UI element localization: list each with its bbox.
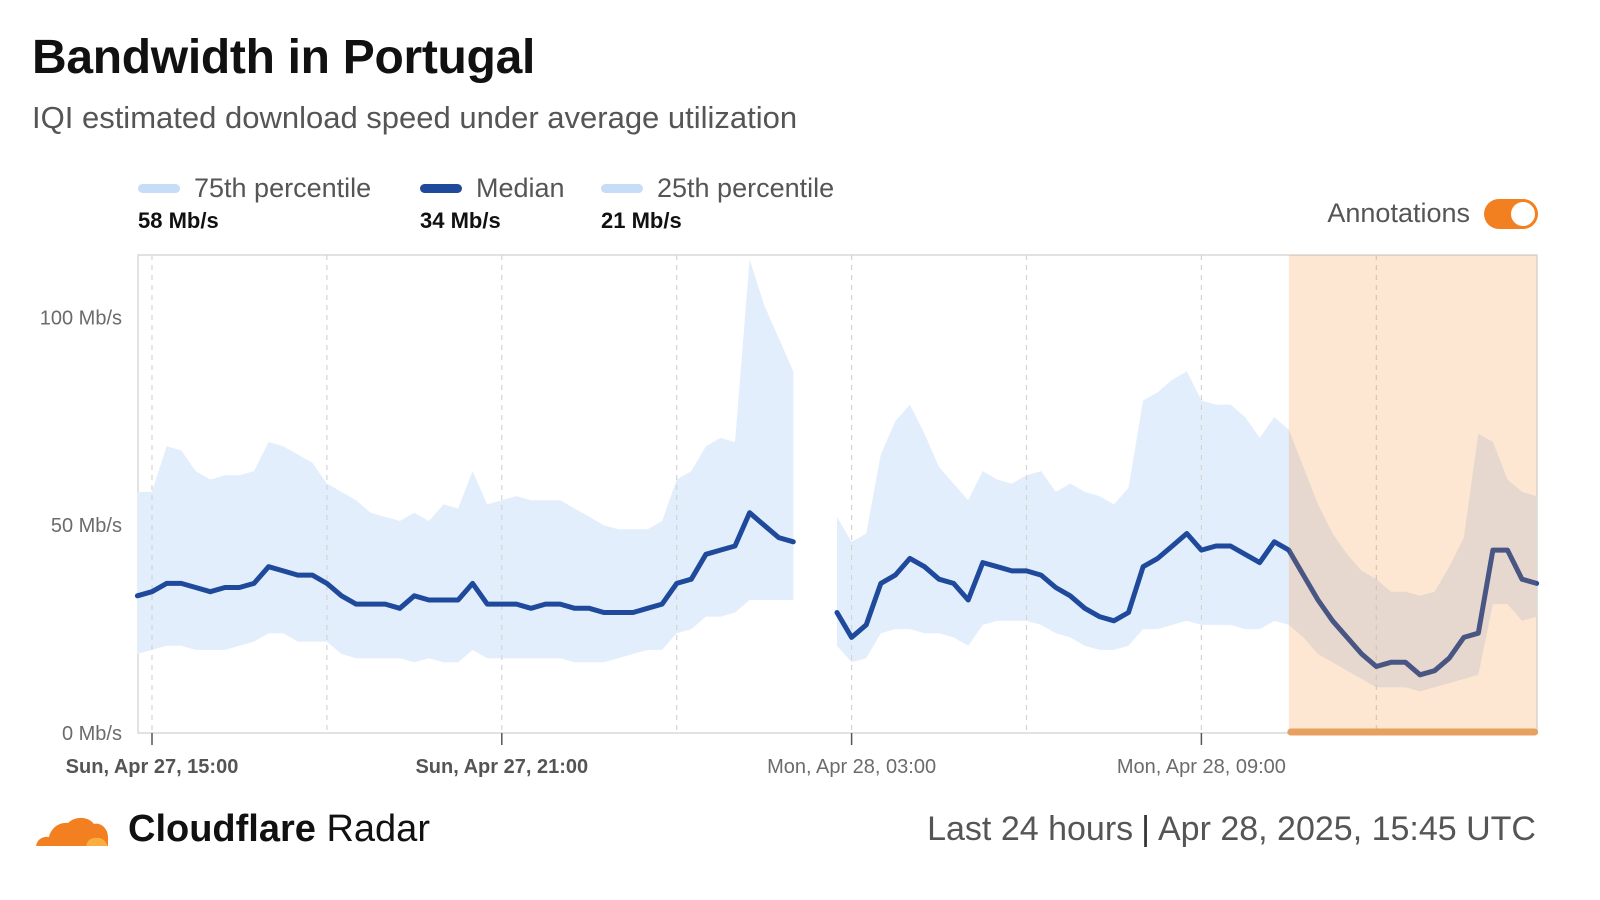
bandwidth-chart: 0 Mb/s 50 Mb/s 100 Mb/s Sun, Apr 27, 15:00 S… [40, 254, 1540, 778]
x-tick-label: Mon, Apr 28, 09:00 [1117, 756, 1286, 778]
brand-name: Cloudflare Radar [128, 808, 430, 850]
annotation-region [1288, 255, 1537, 733]
page-title: Bandwidth in Portugal [32, 31, 535, 84]
toggle-knob [1511, 201, 1535, 226]
legend-swatch-25th [601, 183, 643, 193]
y-tick-label: 100 Mb/s [40, 307, 122, 329]
legend-value: 58 Mb/s [138, 208, 219, 233]
legend-label: 25th percentile [657, 172, 835, 203]
legend-item-75th-percentile[interactable]: 75th percentile 58 Mb/s [138, 172, 371, 234]
annotations-label: Annotations [1327, 198, 1470, 228]
legend-item-median[interactable]: Median 34 Mb/s [420, 172, 565, 234]
median-line [134, 510, 796, 615]
legend-label: 75th percentile [194, 172, 372, 203]
x-tick-label: Sun, Apr 27, 15:00 [66, 756, 239, 778]
annotations-control: Annotations [1327, 198, 1538, 229]
legend-swatch-median [420, 183, 462, 193]
brand: Cloudflare Radar [30, 808, 430, 851]
cloudflare-logo-icon [30, 817, 112, 850]
legend-item-25th-percentile[interactable]: 25th percentile 21 Mb/s [601, 172, 834, 234]
percentile-band [137, 259, 794, 663]
timestamp: Apr 28, 2025, 15:45 UTC [1157, 810, 1536, 848]
legend-label: Median [476, 172, 565, 203]
time-range: Last 24 hours [927, 810, 1134, 848]
page-subtitle: IQI estimated download speed under avera… [32, 100, 798, 135]
y-tick-label: 50 Mb/s [51, 515, 122, 537]
separator: | [1141, 810, 1150, 848]
legend-swatch-75th [138, 183, 180, 193]
time-range-info: Last 24 hours | Apr 28, 2025, 15:45 UTC [927, 810, 1536, 849]
y-tick-label: 0 Mb/s [62, 723, 122, 745]
annotations-toggle[interactable] [1484, 198, 1538, 229]
x-tick-label: Sun, Apr 27, 21:00 [415, 756, 588, 778]
median-line [834, 531, 1540, 678]
legend-value: 21 Mb/s [601, 208, 682, 233]
x-tick-label: Mon, Apr 28, 03:00 [767, 756, 936, 778]
legend-value: 34 Mb/s [420, 208, 501, 233]
